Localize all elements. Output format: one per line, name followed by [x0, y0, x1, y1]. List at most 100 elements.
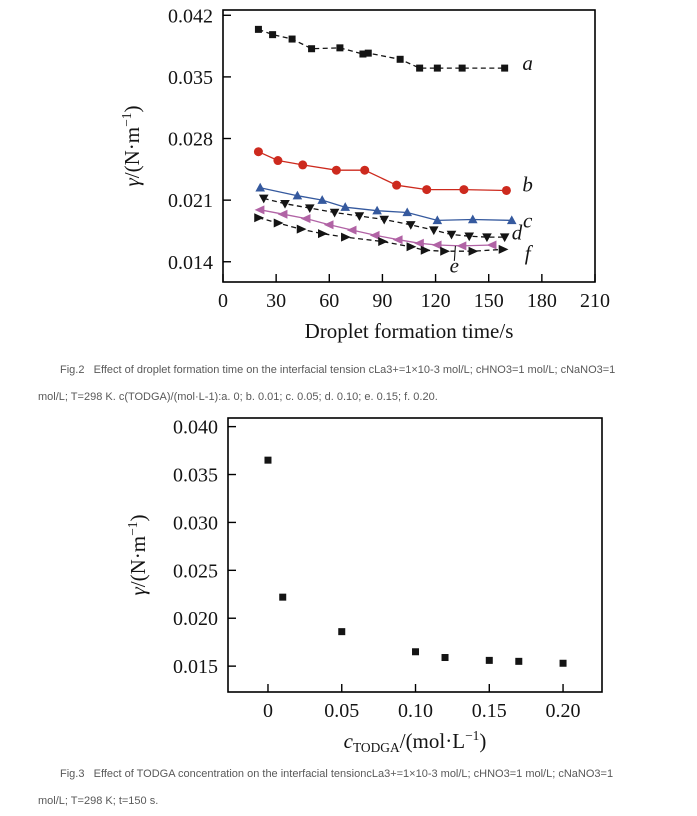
y-axis-title: γ/(N·m−1)	[119, 106, 144, 187]
series-a-label: a	[522, 51, 533, 75]
series-interfacial tension vs TODGA concentration	[264, 456, 567, 667]
triangle-right-marker	[318, 229, 328, 239]
fig2-caption-line2: mol/L; T=298 K. c(TODGA)/(mol·L-1):a. 0;…	[38, 391, 438, 403]
y-tick-label: 0.021	[168, 190, 213, 212]
triangle-left-marker	[431, 240, 442, 250]
triangle-left-marker	[369, 230, 380, 240]
series-b-line	[258, 151, 507, 192]
circle-marker	[331, 165, 341, 175]
square-marker	[433, 64, 441, 72]
y-tick-label: 0.040	[173, 417, 218, 439]
square-marker	[501, 64, 509, 72]
fig2-chart: 0 30 60 90 120 150 180 2100.0140.0210.0280.0350…	[119, 5, 610, 343]
triangle-right-marker	[440, 246, 451, 256]
series-a: a	[254, 25, 533, 75]
triangle-up-marker	[292, 190, 303, 200]
x-axis: 0 30 60 90 120 150 180 210	[218, 274, 610, 312]
square-marker	[515, 657, 523, 665]
triangle-right-marker	[254, 213, 265, 223]
series-d-label: d	[512, 221, 523, 245]
triangle-down-marker	[464, 232, 475, 242]
circle-marker	[360, 165, 370, 175]
plot-box	[222, 9, 596, 283]
triangle-down-marker	[379, 215, 389, 225]
circle-marker	[459, 185, 469, 195]
triangle-up-marker	[467, 214, 478, 224]
triangle-up-marker	[372, 205, 382, 215]
square-marker	[288, 35, 296, 43]
x-tick-label: 0	[263, 700, 273, 722]
y-axis: 0.014 0.021 0.028 0.035 0.042	[168, 5, 231, 274]
square-marker	[458, 64, 466, 72]
x-tick-label: 90	[372, 290, 392, 312]
square-marker	[359, 50, 367, 58]
series-e-label: e	[450, 253, 459, 277]
triangle-down-marker	[429, 226, 439, 236]
y-tick-label: 0.020	[173, 608, 218, 630]
circle-marker	[273, 156, 283, 166]
fig3-caption-line2: mol/L; T=298 K; t=150 s.	[38, 795, 159, 807]
square-marker	[441, 654, 449, 662]
circle-marker	[298, 160, 308, 170]
x-axis-title: Droplet formation time/s	[305, 319, 514, 343]
x-tick-label: 0.15	[472, 700, 507, 722]
series-c-label: c	[523, 208, 533, 232]
triangle-right-marker	[273, 218, 284, 228]
y-tick-label: 0.014	[168, 252, 213, 274]
series-e-label-leader	[453, 245, 456, 261]
square-marker	[416, 64, 424, 72]
circle-marker	[253, 147, 263, 157]
x-tick-label: 30	[266, 290, 286, 312]
triangle-up-marker	[340, 202, 351, 211]
fig2-caption-line1: Fig.2 Effect of droplet formation time o…	[60, 364, 616, 376]
series-f: f	[254, 213, 534, 265]
circle-marker	[422, 185, 432, 195]
series-b: b	[253, 147, 533, 196]
y-tick-label: 0.042	[168, 5, 213, 27]
triangle-down-marker	[499, 233, 510, 243]
x-axis-title: cTODGA/(mol·L−1)	[344, 728, 487, 755]
y-tick-label: 0.028	[168, 129, 213, 151]
triangle-left-marker	[346, 225, 357, 235]
y-axis-title: γ/(N·m−1)	[125, 515, 150, 596]
triangle-up-marker	[402, 207, 413, 217]
x-tick-label: 0.20	[546, 700, 581, 722]
y-axis: 0.015 0.020 0.025 0.030 0.035 0.040	[173, 417, 236, 678]
square-marker	[338, 628, 346, 636]
square-marker	[279, 593, 287, 601]
series-d-line	[263, 197, 505, 238]
square-marker	[254, 25, 262, 33]
square-marker	[364, 49, 372, 57]
triangle-up-marker	[255, 182, 265, 192]
square-marker	[264, 456, 272, 464]
fig3-caption: Fig.3 Effect of TODGA concentration on t…	[38, 761, 688, 815]
square-marker	[485, 656, 493, 664]
square-marker	[396, 55, 404, 63]
square-marker	[269, 31, 277, 39]
x-tick-label: 120	[421, 290, 451, 312]
series-f-line	[258, 217, 503, 252]
fig2-caption: Fig.2 Effect of droplet formation time o…	[38, 357, 688, 411]
triangle-down-marker	[354, 212, 365, 221]
x-axis: 0 0.05 0.10 0.15 0.20	[263, 684, 581, 722]
fig3-chart: 0 0.05 0.10 0.15 0.200.0150.0200.0250.0300.0…	[125, 417, 603, 755]
series-b-label: b	[522, 172, 533, 196]
x-tick-label: 0	[218, 290, 228, 312]
y-tick-label: 0.035	[168, 67, 213, 89]
triangle-down-marker	[446, 230, 457, 240]
triangle-left-marker	[392, 235, 403, 245]
triangle-right-marker	[498, 244, 509, 254]
triangle-down-marker	[305, 204, 315, 214]
square-marker	[308, 45, 316, 53]
triangle-right-marker	[468, 246, 479, 256]
circle-marker	[392, 180, 402, 190]
triangle-down-marker	[329, 208, 340, 218]
x-tick-label: 210	[580, 290, 610, 312]
series-f-label: f	[525, 241, 534, 265]
triangle-down-marker	[405, 221, 416, 230]
x-tick-label: 60	[319, 290, 339, 312]
series-a-line	[258, 28, 505, 69]
series-e: e	[254, 205, 497, 277]
triangle-right-marker	[406, 242, 417, 252]
triangle-down-marker	[258, 194, 269, 204]
